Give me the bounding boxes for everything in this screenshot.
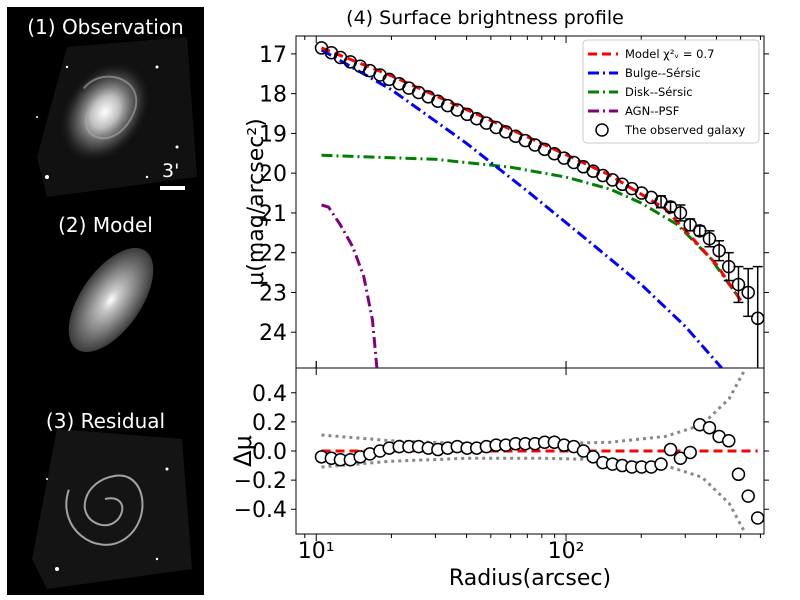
residual-point: [750, 511, 764, 525]
y-tick-label-top: 24: [259, 321, 287, 346]
observation-galaxy-image: [36, 37, 197, 197]
scale-bar: [160, 186, 185, 190]
series-agn-psf: [321, 203, 379, 368]
legend-box: [582, 39, 760, 144]
residual-point: [741, 489, 755, 503]
residual-galaxy-image: [32, 429, 192, 589]
observation-panel: (1) Observation 3': [7, 7, 204, 203]
series-bulge-s-rsic: [320, 48, 723, 368]
y-tick-label-bottom: 0.2: [252, 411, 287, 436]
observed-point: [731, 277, 746, 292]
y-tick-label-top: 17: [259, 43, 287, 68]
y-tick-label-top: 21: [259, 202, 287, 227]
model-galaxy-image: [68, 247, 154, 353]
legend-label: The observed galaxy: [624, 123, 745, 137]
series-disk-s-rsic: [321, 153, 742, 302]
error-band-upper: [321, 368, 747, 446]
y-tick-label-top: 18: [259, 83, 287, 108]
residual-point: [654, 457, 668, 471]
chart-title: (4) Surface brightness profile: [346, 7, 624, 29]
y-tick-label-top: 20: [259, 162, 287, 187]
observed-point: [712, 243, 726, 258]
residual-point: [663, 442, 678, 457]
legend-label: Disk--Sérsic: [625, 85, 693, 99]
residual-panel: (3) Residual: [7, 399, 204, 595]
y-tick-label-bottom: −0.2: [234, 469, 287, 494]
scale-label: 3': [162, 160, 180, 182]
y-tick-label-bottom: 0.4: [252, 382, 287, 407]
residual-point: [673, 451, 688, 466]
legend-label: Model χ²ᵥ = 0.7: [625, 47, 714, 61]
residual-point: [721, 434, 736, 448]
model-panel: (2) Model: [7, 203, 204, 399]
observed-point: [702, 232, 717, 246]
observed-point: [673, 206, 688, 220]
x-tick-label: 10²: [548, 539, 585, 564]
y-tick-label-bottom: 0.0: [252, 440, 287, 465]
bottom-panel-data: [314, 368, 764, 534]
observed-point: [683, 218, 697, 232]
y-tick-label-top: 23: [259, 281, 287, 306]
model-title: (2) Model: [58, 213, 153, 237]
series-model: [320, 46, 742, 302]
y-axis-label-top: μ(mag/arcsec²): [244, 118, 269, 286]
y-tick-label-top: 19: [259, 122, 287, 147]
x-tick-label: 10¹: [298, 539, 335, 564]
legend-label: AGN--PSF: [625, 104, 679, 118]
residual-point: [702, 420, 717, 435]
x-axis-label: Radius(arcsec): [449, 566, 611, 591]
observed-point: [741, 285, 755, 300]
residual-point: [683, 445, 697, 460]
legend-marker: [595, 123, 609, 137]
observed-point: [663, 200, 678, 214]
residual-point: [586, 450, 600, 464]
error-band-lower: [321, 456, 747, 534]
y-tick-label-top: 22: [259, 242, 287, 267]
residual-point: [731, 467, 746, 482]
y-tick-label-bottom: −0.4: [234, 498, 287, 523]
y-axis-label-bottom: Δμ: [229, 435, 257, 467]
residual-title: (3) Residual: [45, 409, 166, 433]
legend-label: Bulge--Sérsic: [625, 66, 701, 80]
top-panel-data: [314, 41, 764, 368]
observed-point: [750, 311, 764, 326]
observation-title: (1) Observation: [27, 15, 184, 39]
residual-point: [576, 444, 591, 458]
